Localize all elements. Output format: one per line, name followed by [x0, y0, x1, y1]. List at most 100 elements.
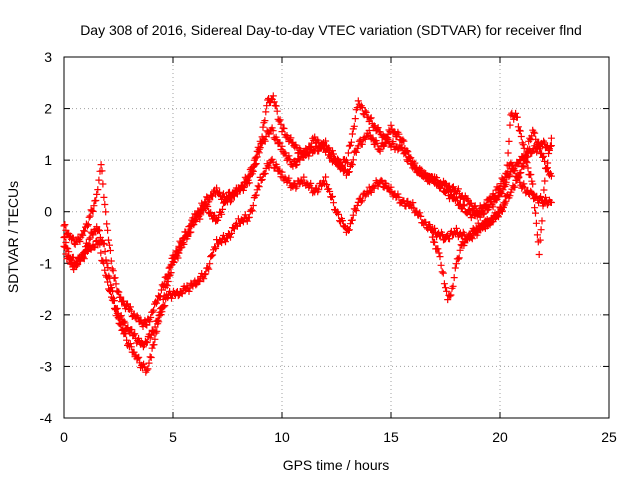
data-point [101, 266, 109, 274]
data-point [504, 149, 512, 157]
data-point [394, 190, 402, 198]
data-points [60, 92, 555, 376]
data-point [228, 229, 235, 237]
data-point [450, 274, 458, 282]
data-point [539, 153, 547, 161]
data-point [113, 305, 121, 312]
data-point [190, 217, 198, 225]
data-point [258, 176, 266, 183]
data-point [439, 269, 447, 277]
data-point [315, 186, 323, 194]
data-point [380, 142, 388, 150]
data-point [358, 196, 366, 204]
data-point [164, 270, 172, 278]
data-point [119, 325, 127, 333]
data-point [547, 199, 555, 206]
data-point [345, 168, 353, 176]
data-point [537, 226, 545, 234]
data-point [352, 207, 360, 215]
data-point [227, 198, 234, 206]
data-point [121, 319, 129, 327]
data-point [186, 222, 194, 230]
data-point [278, 168, 286, 176]
data-point [192, 281, 200, 289]
data-point [102, 208, 110, 216]
data-point [431, 224, 439, 232]
data-point [544, 159, 552, 167]
data-point [117, 312, 125, 320]
y-tick-labels: -4 -3 -2 -1 0 1 2 3 [40, 49, 53, 426]
data-point [131, 330, 139, 338]
data-point [351, 115, 359, 123]
data-point [146, 318, 154, 326]
y-tick-label: 3 [44, 49, 52, 65]
data-point [387, 183, 395, 191]
data-point [444, 186, 451, 194]
data-point [446, 235, 453, 243]
data-point [416, 165, 424, 172]
data-point [218, 210, 226, 218]
data-point [133, 312, 141, 320]
data-point [150, 341, 158, 349]
data-point [459, 201, 467, 209]
data-point [99, 180, 107, 188]
data-point [334, 155, 341, 163]
data-point [523, 159, 531, 167]
data-point [61, 243, 69, 251]
data-point [219, 205, 226, 213]
data-point [211, 243, 219, 251]
data-point [541, 157, 549, 165]
data-point [345, 142, 353, 150]
data-point [94, 186, 102, 194]
data-point [416, 209, 424, 217]
data-point [529, 180, 537, 188]
data-point [97, 249, 105, 257]
data-point [65, 253, 73, 261]
data-point [293, 161, 301, 168]
data-point [338, 162, 345, 170]
data-point [233, 190, 241, 198]
data-point [506, 192, 514, 200]
data-point [300, 173, 308, 181]
data-point [228, 196, 235, 204]
data-point [158, 308, 166, 316]
data-point [160, 280, 168, 288]
data-point [227, 233, 234, 241]
data-point [239, 184, 247, 192]
x-tick-label: 10 [274, 429, 290, 445]
data-point [417, 166, 425, 174]
data-point [234, 215, 242, 223]
data-point [374, 124, 382, 132]
data-point [540, 152, 548, 160]
data-point [222, 238, 229, 246]
data-point [109, 267, 117, 275]
data-point [153, 317, 161, 325]
data-point [209, 251, 217, 259]
data-point [532, 219, 540, 227]
data-point [376, 147, 384, 155]
data-point [356, 136, 364, 144]
data-point [370, 122, 378, 130]
data-point [92, 197, 100, 204]
data-point [357, 198, 365, 206]
data-point [541, 177, 549, 185]
data-point [349, 211, 357, 219]
data-point [547, 142, 554, 150]
data-point [348, 216, 356, 224]
data-point [479, 210, 487, 218]
data-point [438, 268, 446, 276]
data-point [135, 353, 143, 361]
data-point [117, 293, 125, 301]
data-point [456, 246, 464, 254]
data-point [511, 167, 519, 175]
data-point [474, 209, 482, 217]
data-point [520, 180, 528, 188]
data-point [330, 150, 337, 158]
data-point [88, 207, 96, 215]
data-point [120, 317, 128, 325]
data-point [530, 128, 538, 136]
data-point [95, 176, 103, 184]
data-point [252, 153, 260, 161]
data-point [79, 253, 87, 261]
data-point [105, 236, 112, 244]
